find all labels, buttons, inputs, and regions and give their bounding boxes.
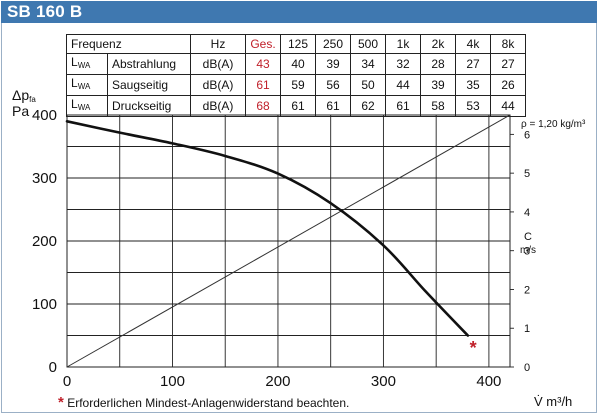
secondary-tick-label: 4 — [524, 207, 530, 219]
symbol-sub: WA — [77, 103, 91, 112]
footnote-star-icon: * — [58, 394, 64, 411]
row-value: 27 — [455, 53, 491, 75]
x-tick-label: 400 — [476, 373, 501, 390]
title-bar: SB 160 B — [1, 1, 597, 23]
row-value: 53 — [455, 95, 491, 117]
row-value: 61 — [315, 95, 351, 117]
row-total: 68 — [245, 95, 281, 117]
symbol-sub: WA — [77, 61, 91, 70]
row-value: 61 — [280, 95, 316, 117]
secondary-tick-label: 2 — [524, 284, 530, 296]
row-name: Druckseitig — [107, 95, 191, 117]
row-value: 44 — [490, 95, 526, 117]
secondary-axis-label: C — [524, 231, 532, 243]
y-axis-symbol: Δp — [12, 87, 30, 103]
footnote: * Erforderlichen Mindest-Anlagenwidersta… — [58, 394, 349, 411]
x-tick-label: 0 — [63, 373, 71, 390]
y-tick-label: 400 — [32, 107, 57, 124]
y-tick-label: 300 — [32, 170, 57, 187]
row-value: 58 — [420, 95, 456, 117]
secondary-tick-label: 1 — [524, 323, 530, 335]
secondary-tick-label: 3 — [524, 246, 530, 258]
density-note: ρ = 1,20 kg/m³ — [521, 119, 586, 130]
min-resistance-marker: * — [470, 338, 477, 358]
noise-table-header-row: Frequenz Hz Ges. 125 250 500 1k 2k 4k 8k — [66, 34, 526, 54]
y-axis-label: Δpfa — [12, 87, 36, 108]
header-cell-250: 250 — [315, 34, 351, 54]
x-axis-label: V̇ m³/h — [534, 394, 572, 409]
velocity-line — [66, 114, 511, 368]
x-tick-label: 100 — [160, 373, 185, 390]
row-value: 40 — [280, 53, 316, 75]
header-cell-125: 125 — [280, 34, 316, 54]
y-axis-symbol-sub: fa — [29, 95, 36, 104]
fan-curve-line — [65, 120, 470, 337]
y-tick-label: 100 — [32, 296, 57, 313]
noise-row-druckseitig: LWA Druckseitig dB(A) 68 61 61 62 61 58 … — [66, 95, 526, 117]
symbol-main: L — [71, 55, 78, 69]
y-tick-label: 200 — [32, 233, 57, 250]
row-value: 62 — [350, 95, 386, 117]
noise-table: Frequenz Hz Ges. 125 250 500 1k 2k 4k 8k… — [66, 34, 526, 117]
symbol-main: L — [71, 76, 78, 90]
row-value: 26 — [490, 74, 526, 96]
symbol-main: L — [71, 97, 78, 111]
x-tick-label: 300 — [371, 373, 396, 390]
secondary-tick-label: 6 — [524, 129, 530, 141]
y-axis-unit: Pa — [12, 103, 30, 119]
row-name: Abstrahlung — [107, 53, 191, 75]
x-tick-label: 200 — [265, 373, 290, 390]
y-tick-label: 0 — [49, 359, 57, 376]
secondary-tick-label: 5 — [524, 168, 530, 180]
secondary-axis-unit: m/s — [520, 245, 536, 256]
footnote-text: Erforderlichen Mindest-Anlagenwiderstand… — [67, 396, 350, 410]
symbol-sub: WA — [77, 82, 91, 91]
secondary-tick-label: 0 — [524, 362, 530, 374]
product-title: SB 160 B — [7, 2, 83, 21]
